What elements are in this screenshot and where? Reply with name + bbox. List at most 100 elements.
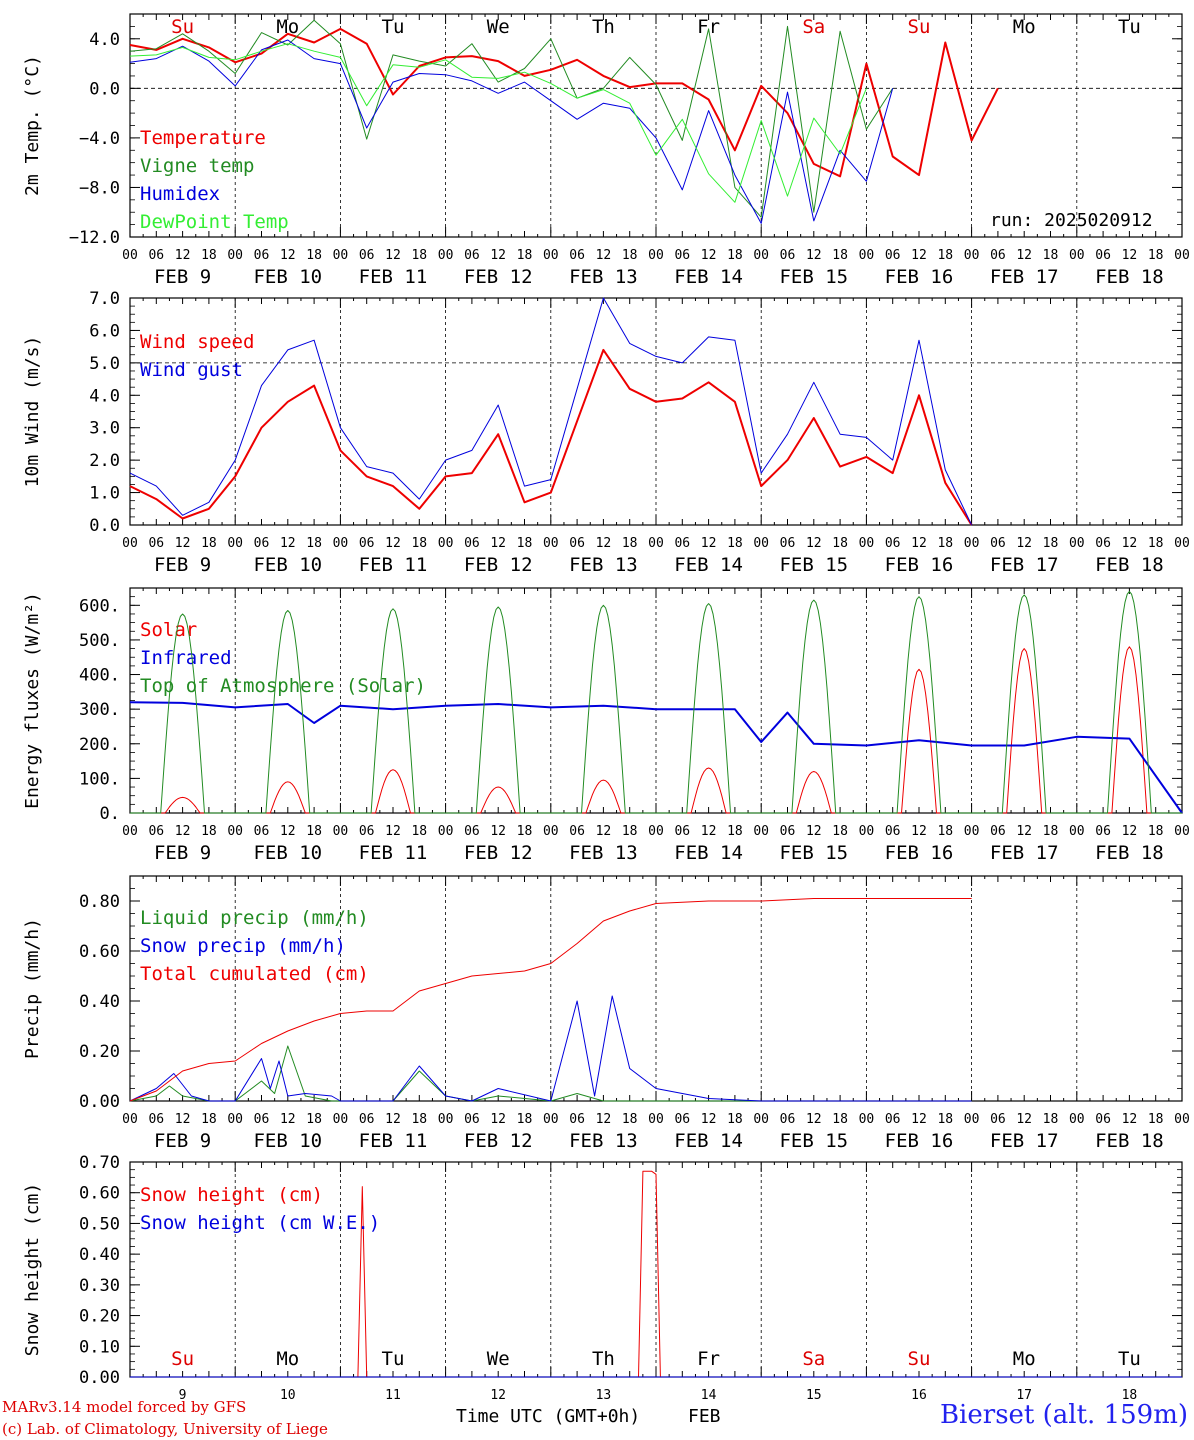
hour-label: 00 (438, 824, 454, 839)
hour-label: 12 (806, 248, 822, 263)
hour-label: 12 (280, 248, 296, 263)
hour-label: 12 (385, 824, 401, 839)
series-line (129, 19, 894, 218)
hour-label: 12 (701, 248, 717, 263)
plot-frame (129, 587, 1183, 814)
date-label: FEB 18 (1095, 1130, 1164, 1152)
hour-label: 00 (859, 248, 875, 263)
y-tick-label: 0.80 (79, 892, 120, 912)
y-tick-label: 200. (79, 735, 120, 755)
series-line (129, 348, 973, 526)
hour-label: 00 (333, 536, 349, 551)
hour-label: 12 (175, 824, 191, 839)
date-label: FEB 11 (359, 842, 428, 864)
date-label: FEB 11 (359, 1130, 428, 1152)
hour-label: 00 (1174, 1112, 1190, 1127)
y-tick-label: 0.20 (79, 1042, 120, 1062)
hour-label: 00 (1069, 1112, 1085, 1127)
hour-label: 18 (411, 248, 427, 263)
day-of-week-label: Sa (802, 1348, 825, 1370)
hour-label: 18 (1043, 536, 1059, 551)
hour-label: 06 (148, 824, 164, 839)
date-label: FEB 11 (359, 266, 428, 288)
hour-label: 18 (306, 248, 322, 263)
date-label: FEB 17 (990, 1130, 1059, 1152)
hour-label: 18 (201, 536, 217, 551)
legend-entry: Wind gust (140, 359, 243, 381)
date-label: FEB 14 (674, 554, 743, 576)
hour-label: 00 (1069, 536, 1085, 551)
y-tick-label: 0. (100, 804, 120, 824)
date-label: FEB 12 (464, 842, 533, 864)
day-of-week-label: Fr (697, 1348, 720, 1370)
hour-label: 06 (1095, 536, 1111, 551)
y-tick-label: 4.0 (89, 386, 120, 406)
hour-label: 18 (937, 1112, 953, 1127)
date-label: FEB 13 (569, 1130, 638, 1152)
legend-entry: Humidex (140, 183, 220, 205)
day-of-week-label: Th (592, 1348, 615, 1370)
y-axis-label: Energy fluxes (W/m²) (22, 592, 43, 809)
hour-label: 00 (964, 248, 980, 263)
date-label: FEB 16 (885, 1130, 954, 1152)
hour-label: 06 (569, 248, 585, 263)
model-credit: MARv3.14 model forced by GFS (2, 1398, 247, 1416)
date-label: FEB 9 (154, 266, 211, 288)
y-tick-label: 400. (79, 666, 120, 686)
day-of-week-label: Mo (1013, 16, 1036, 38)
hour-label: 06 (359, 1112, 375, 1127)
y-tick-label: 0.00 (79, 1368, 120, 1388)
date-label: FEB 10 (253, 1130, 322, 1152)
hour-label: 00 (543, 824, 559, 839)
date-label: FEB 15 (779, 266, 848, 288)
hour-label: 06 (780, 536, 796, 551)
y-tick-label: −12.0 (69, 228, 120, 248)
day-number-label: 14 (701, 1388, 717, 1403)
day-number-label: 10 (280, 1388, 296, 1403)
hour-label: 06 (990, 1112, 1006, 1127)
hour-label: 12 (596, 248, 612, 263)
hour-label: 18 (622, 824, 638, 839)
hour-label: 06 (464, 1112, 480, 1127)
hour-label: 18 (727, 824, 743, 839)
series-line (129, 995, 972, 1102)
hour-label: 00 (753, 1112, 769, 1127)
hour-label: 12 (175, 248, 191, 263)
series-line (130, 591, 1182, 814)
day-number-label: 16 (911, 1388, 927, 1403)
hour-label: 18 (937, 248, 953, 263)
hour-label: 18 (411, 824, 427, 839)
lab-credit: (c) Lab. of Climatology, University of L… (2, 1420, 328, 1438)
hour-label: 00 (1069, 248, 1085, 263)
y-tick-label: −4.0 (79, 129, 120, 149)
hour-label: 06 (885, 536, 901, 551)
y-tick-label: 0.0 (89, 79, 120, 99)
hour-label: 12 (911, 1112, 927, 1127)
y-tick-label: −8.0 (79, 178, 120, 198)
hour-label: 06 (885, 248, 901, 263)
hour-label: 12 (175, 536, 191, 551)
y-tick-label: 4.0 (89, 30, 120, 50)
day-number-label: 12 (490, 1388, 506, 1403)
date-label: FEB 9 (154, 554, 211, 576)
hour-label: 06 (674, 1112, 690, 1127)
y-tick-label: 0.10 (79, 1337, 120, 1357)
day-of-week-label: Su (171, 16, 194, 38)
hour-label: 12 (806, 824, 822, 839)
date-label: FEB 16 (885, 842, 954, 864)
date-label: FEB 18 (1095, 554, 1164, 576)
legend-entry: Top of Atmosphere (Solar) (140, 675, 426, 697)
hour-label: 12 (280, 824, 296, 839)
day-of-week-label: Su (171, 1348, 194, 1370)
y-tick-label: 6.0 (89, 321, 120, 341)
day-of-week-label: Su (908, 1348, 931, 1370)
plot-frame (129, 13, 1183, 238)
hour-label: 12 (1122, 1112, 1138, 1127)
hour-label: 06 (359, 536, 375, 551)
date-label: FEB 12 (464, 554, 533, 576)
date-label: FEB 15 (779, 554, 848, 576)
hour-label: 12 (701, 1112, 717, 1127)
hour-label: 06 (674, 248, 690, 263)
hour-label: 00 (333, 824, 349, 839)
hour-label: 06 (780, 248, 796, 263)
